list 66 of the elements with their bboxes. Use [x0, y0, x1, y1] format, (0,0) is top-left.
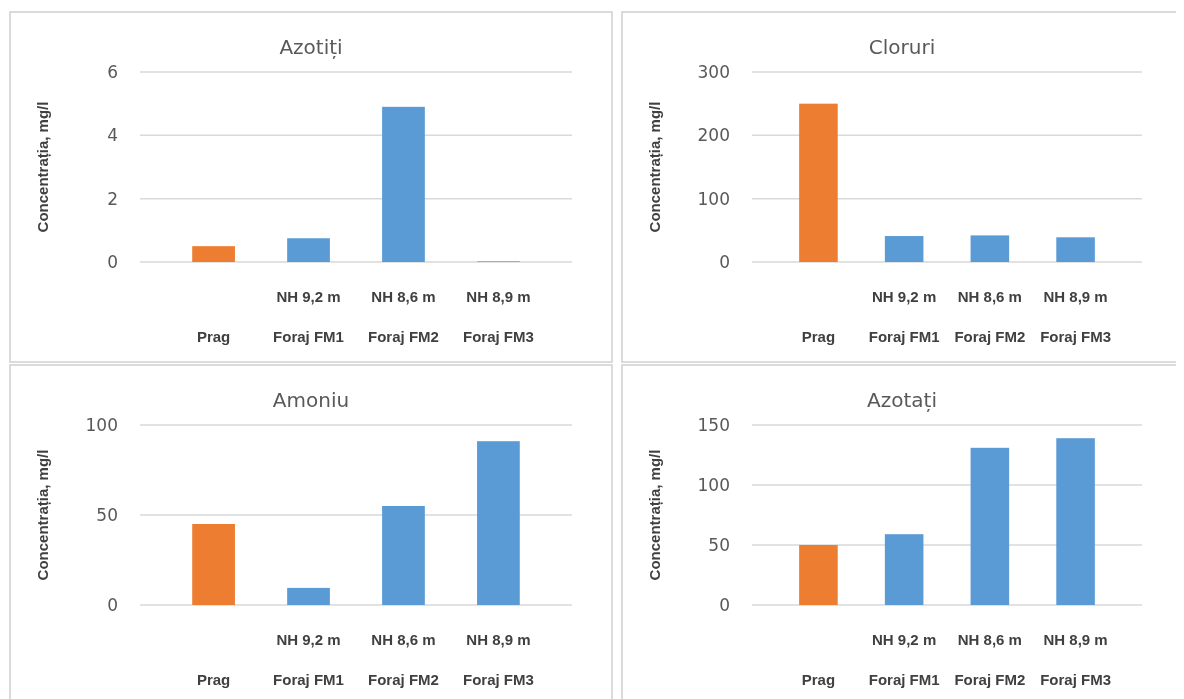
text: NH 9,2 m: [872, 288, 937, 305]
bar: [970, 235, 1010, 262]
y-tick-label: 0: [719, 594, 730, 615]
bar: [884, 236, 924, 262]
text: NH 8,6 m: [371, 631, 436, 648]
bar: [884, 534, 924, 605]
y-tick-label: 50: [708, 534, 730, 555]
bar: [382, 506, 425, 605]
y-tick-label: 0: [107, 594, 118, 615]
chart-title: Amoniu: [272, 388, 350, 412]
text: NH 8,6 m: [957, 631, 1022, 648]
x-tick-label: Prag: [196, 671, 231, 688]
y-axis-title: Concentrația, mg/l: [646, 101, 663, 233]
y-tick-label: 4: [107, 125, 118, 146]
x-tick-label: Foraj FM3: [1040, 328, 1111, 345]
text: NH 8,6 m: [371, 288, 436, 305]
text: NH 8,9 m: [466, 288, 531, 305]
bar: [1056, 438, 1095, 605]
chart-title: Azotiți: [279, 35, 343, 59]
y-axis-title: Concentrația, mg/l: [34, 101, 51, 233]
x-tick-label: Foraj FM2: [954, 671, 1026, 688]
text: NH 8,9 m: [1043, 288, 1108, 305]
x-tick-label: Foraj FM3: [463, 328, 534, 345]
x-tick-label: Foraj FM1: [273, 671, 344, 688]
bar: [287, 238, 330, 262]
y-tick-label: 200: [697, 125, 730, 146]
y-axis-title: Concentrația, mg/l: [646, 449, 663, 581]
bar: [192, 246, 235, 262]
x-tick-label: Foraj FM1: [868, 671, 940, 688]
y-tick-label: 150: [697, 414, 730, 435]
bar: [1056, 237, 1095, 262]
y-tick-label: 0: [107, 251, 118, 272]
text: NH 9,2 m: [872, 631, 937, 648]
x-tick-label: Prag: [801, 671, 836, 688]
x-tick-label: Prag: [196, 328, 231, 345]
x-tick-label: Foraj FM2: [368, 671, 439, 688]
text: NH 8,9 m: [1043, 631, 1108, 648]
x-tick-label: Foraj FM3: [463, 671, 534, 688]
x-tick-label: Foraj FM3: [1040, 671, 1111, 688]
x-tick-label: Foraj FM2: [954, 328, 1026, 345]
bar: [799, 103, 838, 262]
x-tick-label: Foraj FM1: [273, 328, 344, 345]
y-tick-label: 6: [107, 61, 118, 82]
y-tick-label: 50: [96, 504, 118, 525]
bar: [970, 447, 1010, 605]
bar: [287, 587, 330, 605]
text: NH 9,2 m: [276, 288, 341, 305]
x-tick-label: Foraj FM2: [368, 328, 439, 345]
x-tick-label: Foraj FM1: [868, 328, 940, 345]
bar: [477, 441, 520, 605]
y-tick-label: 100: [85, 414, 118, 435]
y-tick-label: 100: [697, 188, 730, 209]
y-tick-label: 2: [107, 188, 118, 209]
text: NH 9,2 m: [276, 631, 341, 648]
y-tick-label: 0: [719, 251, 730, 272]
bar: [382, 106, 425, 262]
bar: [799, 545, 838, 605]
text: NH 8,9 m: [466, 631, 531, 648]
chart-title: Cloruri: [868, 35, 936, 59]
bar: [192, 524, 235, 605]
x-tick-label: Prag: [801, 328, 836, 345]
y-tick-label: 100: [697, 474, 730, 495]
y-tick-label: 300: [697, 61, 730, 82]
chart-title: Azotați: [867, 388, 937, 412]
y-axis-title: Concentrația, mg/l: [34, 449, 51, 581]
text: NH 8,6 m: [957, 288, 1022, 305]
